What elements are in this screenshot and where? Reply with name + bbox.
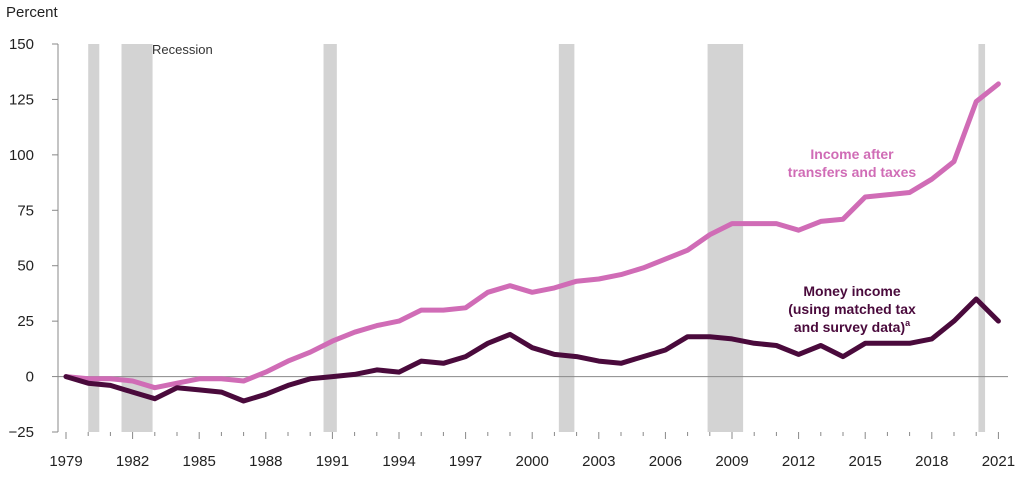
annotation-income-after-transfers: transfers and taxes [788, 164, 917, 180]
x-tick-label: 2012 [782, 453, 815, 470]
recession-bands [88, 44, 986, 432]
x-tick-label: 1991 [316, 453, 349, 470]
x-tick-label: 1979 [49, 453, 82, 470]
series-lines [63, 81, 1001, 404]
x-tick-label: 2018 [915, 453, 948, 470]
annotation-income-after-transfers: Income after [810, 146, 894, 162]
series-line-income-after-transfers [63, 81, 1001, 391]
recession-band [707, 44, 744, 432]
y-axis-label: Percent [6, 4, 59, 21]
x-tick-label: 2003 [582, 453, 615, 470]
y-tick-label: 100 [9, 147, 34, 164]
x-tick-label: 1997 [449, 453, 482, 470]
recession-band [88, 44, 100, 432]
series-line-money-income [63, 296, 1001, 404]
y-tick-label: 150 [9, 36, 34, 53]
annotation-money-income: and survey data)a [794, 318, 911, 335]
x-tick-label: 1994 [382, 453, 415, 470]
x-tick-label: 2009 [715, 453, 748, 470]
annotation-superscript: a [905, 318, 911, 328]
y-tick-label: 25 [17, 313, 34, 330]
recession-band [978, 44, 986, 432]
x-tick-label: 1988 [249, 453, 282, 470]
annotation-money-income: (using matched tax [788, 301, 916, 317]
y-tick-label: 125 [9, 91, 34, 108]
x-tick-label: 1982 [116, 453, 149, 470]
recession-band [558, 44, 575, 432]
y-tick-label: 75 [17, 202, 34, 219]
axes [57, 44, 1008, 432]
x-tick-label: 2006 [649, 453, 682, 470]
x-axis-ticks: 1979 1982 1985 1988 1991 1994 1997 2000 2003 2006… [49, 432, 1015, 470]
recession-band [121, 44, 153, 432]
recession-label: Recession [152, 42, 213, 57]
y-tick-label: 50 [17, 258, 34, 275]
y-tick-label: 0 [26, 369, 34, 386]
series-annotations: Income after transfers and taxes Money inc… [788, 146, 917, 335]
y-axis-ticks: −25 0 25 50 75 100 125 150 [9, 36, 58, 441]
x-tick-label: 2021 [982, 453, 1015, 470]
annotation-money-income: Money income [803, 283, 900, 299]
x-tick-label: 2015 [849, 453, 882, 470]
recession-band [323, 44, 337, 432]
x-tick-label: 1985 [183, 453, 216, 470]
x-tick-label: 2000 [516, 453, 549, 470]
y-tick-label: −25 [9, 424, 34, 441]
